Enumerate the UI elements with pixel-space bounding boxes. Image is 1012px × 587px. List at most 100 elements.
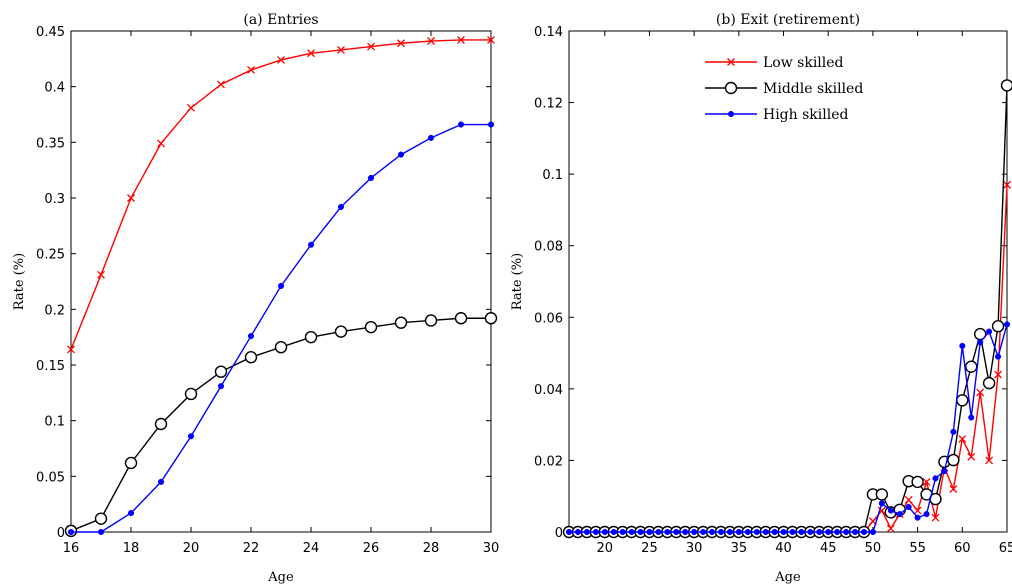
x-tick-label: 26 [363, 541, 380, 556]
data-point [947, 453, 960, 467]
x-tick-label: 45 [820, 541, 837, 556]
y-tick-label: 0.04 [534, 383, 563, 398]
y-tick-label: 0.4 [44, 81, 65, 96]
data-point [905, 503, 912, 511]
x-tick-label: 40 [775, 541, 792, 556]
data-point [307, 49, 315, 58]
data-point [1003, 180, 1011, 189]
data-point [214, 365, 228, 378]
series-low-skilled [67, 35, 495, 354]
data-point [913, 506, 922, 515]
data-point [610, 528, 617, 536]
data-point [337, 203, 345, 210]
data-point [94, 512, 108, 525]
data-point [457, 35, 465, 44]
data-point [923, 511, 930, 518]
data-point [337, 45, 345, 54]
data-point [484, 312, 498, 325]
data-point [427, 37, 435, 45]
data-point [807, 528, 814, 536]
data-point [397, 151, 405, 158]
y-tick-label: 0.1 [44, 415, 65, 430]
data-point [914, 514, 921, 521]
data-point [991, 320, 1005, 333]
data-point [487, 121, 495, 128]
legend: Low skilled Middle skilled High skilled [705, 55, 863, 123]
data-point [619, 528, 626, 536]
plot-area-frame [70, 30, 492, 533]
data-point [708, 528, 716, 536]
data-point [364, 320, 378, 334]
y-tick-label: 0.25 [36, 248, 65, 263]
data-point [127, 194, 135, 202]
legend-item: Low skilled [705, 55, 844, 71]
data-point [367, 42, 375, 51]
data-point [982, 376, 996, 390]
y-tick-label: 0.2 [44, 303, 65, 318]
x-tick-label: 24 [303, 541, 320, 556]
data-point [941, 468, 948, 475]
y-tick-label: 0 [555, 526, 563, 541]
data-point [217, 383, 225, 390]
x-tick-label: 25 [641, 541, 658, 556]
legend-swatch-marker [724, 81, 738, 95]
data-point [904, 495, 913, 504]
data-point [911, 475, 924, 489]
legend-item: Middle skilled [705, 81, 863, 97]
series-high-skilled [565, 321, 1011, 536]
series-high-skilled [67, 121, 495, 536]
data-point [869, 528, 876, 536]
data-point [127, 510, 135, 517]
y-tick-label: 0 [57, 526, 65, 541]
data-point [67, 345, 75, 354]
data-point [217, 80, 225, 89]
data-point [457, 121, 465, 128]
x-tick-label: 28 [423, 541, 440, 556]
x-tick-label: 30 [686, 541, 703, 556]
data-point [798, 528, 805, 536]
x-tick-label: 16 [63, 541, 80, 556]
data-point [886, 524, 895, 533]
data-point [994, 370, 1003, 379]
data-point [247, 66, 255, 74]
data-point [646, 528, 653, 536]
data-point [744, 528, 751, 536]
data-point [843, 528, 850, 536]
data-point [976, 388, 985, 397]
data-point [637, 528, 644, 536]
data-point [691, 528, 698, 536]
chart-title: (a) Entries [243, 12, 318, 28]
data-point [875, 488, 889, 501]
x-tick-label: 20 [596, 541, 613, 556]
data-point [995, 353, 1002, 360]
x-tick-label: 50 [865, 541, 882, 556]
y-axis-label: Rate (%) [12, 253, 27, 310]
data-point [1000, 79, 1012, 92]
data-point [950, 428, 957, 435]
data-point [574, 528, 581, 536]
data-point [887, 507, 894, 514]
data-point [1003, 321, 1011, 328]
data-point [397, 39, 405, 48]
data-point [717, 528, 725, 536]
legend-label: High skilled [763, 107, 849, 123]
legend-swatch-marker [727, 58, 735, 66]
legend-label: Middle skilled [763, 81, 863, 97]
y-tick-label: 0.12 [534, 97, 563, 112]
x-tick-label: 18 [123, 541, 140, 556]
chart-panel-b: (b) Exit (retirement) 20 25 30 35 40 45 50 55 60 6… [510, 12, 1012, 585]
data-point [851, 528, 859, 536]
y-tick-label: 0.45 [36, 25, 65, 40]
y-tick-label: 0.06 [534, 311, 563, 326]
data-point [592, 528, 599, 536]
data-point [726, 528, 733, 536]
data-point [762, 528, 769, 536]
data-point [184, 387, 198, 401]
x-tick-label: 20 [183, 541, 200, 556]
data-point [583, 528, 590, 536]
data-point [735, 528, 742, 536]
data-point [454, 312, 468, 325]
y-tick-label: 0.15 [36, 359, 65, 374]
data-point [700, 528, 707, 536]
